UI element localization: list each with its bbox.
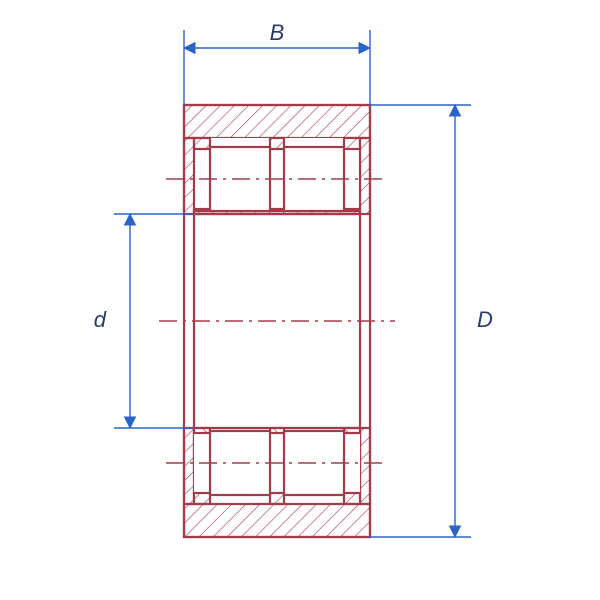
dim-label-D: D [477, 307, 493, 332]
dim-label-B: B [270, 20, 285, 45]
bearing-diagram: B Dd [0, 0, 600, 600]
dim-label-d: d [94, 307, 107, 332]
